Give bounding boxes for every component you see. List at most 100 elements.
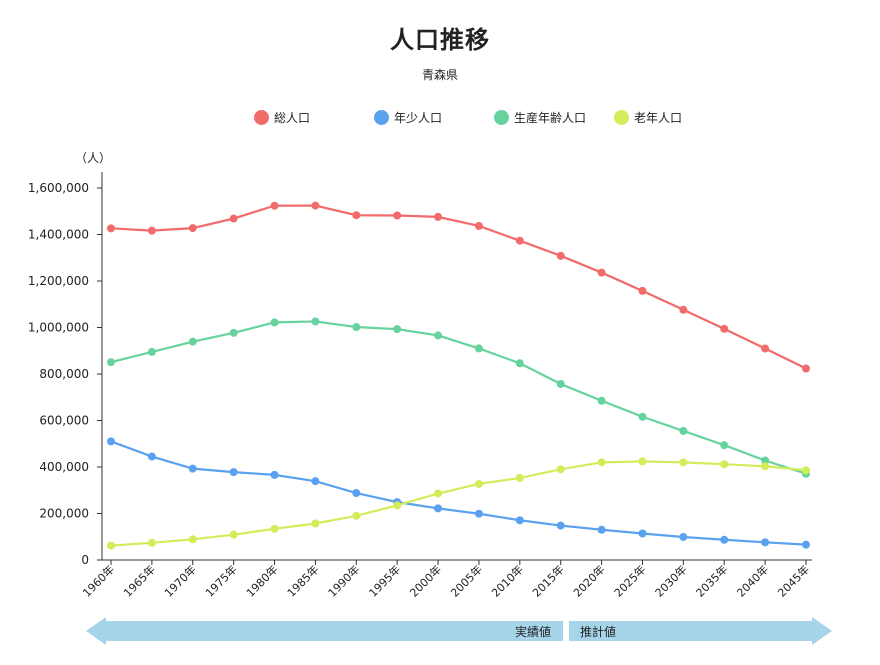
- data-point-elderly[interactable]: [270, 524, 279, 533]
- data-point-youth[interactable]: [638, 529, 647, 538]
- data-point-elderly[interactable]: [474, 479, 483, 488]
- data-point-working[interactable]: [761, 456, 770, 465]
- data-point-youth[interactable]: [147, 452, 156, 461]
- data-point-working[interactable]: [393, 325, 402, 334]
- data-point-working[interactable]: [352, 323, 361, 332]
- legend-label-youth: 年少人口: [394, 111, 443, 125]
- data-point-working[interactable]: [515, 359, 524, 368]
- data-point-working[interactable]: [638, 412, 647, 421]
- data-point-youth[interactable]: [515, 516, 524, 525]
- data-point-elderly[interactable]: [107, 541, 115, 550]
- x-tick-label: 2040年: [734, 562, 771, 599]
- legend-label-total: 総人口: [274, 111, 311, 125]
- data-point-total[interactable]: [638, 286, 647, 295]
- data-point-total[interactable]: [434, 212, 443, 221]
- series-line-working: [110, 320, 807, 475]
- data-point-total[interactable]: [679, 305, 688, 314]
- data-point-youth[interactable]: [761, 538, 770, 547]
- data-point-youth[interactable]: [188, 464, 197, 473]
- data-point-working[interactable]: [270, 318, 279, 327]
- data-point-elderly[interactable]: [597, 458, 606, 467]
- data-point-youth[interactable]: [270, 470, 279, 479]
- data-point-elderly[interactable]: [802, 466, 810, 475]
- data-point-working[interactable]: [720, 441, 729, 450]
- data-point-working[interactable]: [434, 331, 443, 340]
- data-point-elderly[interactable]: [679, 458, 688, 467]
- legend-item-total[interactable]: 総人口: [254, 109, 310, 126]
- legend-item-elderly[interactable]: 老年人口: [614, 109, 682, 126]
- data-point-youth[interactable]: [720, 535, 729, 544]
- data-point-total[interactable]: [761, 344, 770, 353]
- x-tick-label: 2010年: [488, 562, 525, 599]
- x-tick-label: 1965年: [121, 562, 158, 599]
- data-point-elderly[interactable]: [434, 489, 443, 498]
- series-line-youth: [110, 440, 807, 546]
- series-layer: [107, 201, 810, 550]
- data-point-youth[interactable]: [802, 540, 810, 549]
- data-point-working[interactable]: [474, 344, 483, 353]
- data-point-youth[interactable]: [474, 509, 483, 518]
- axes: 0 200,000 400,000 600,000 800,000 1,000,000 1,…: [28, 172, 812, 600]
- data-point-youth[interactable]: [434, 504, 443, 513]
- data-point-elderly[interactable]: [638, 457, 647, 466]
- data-point-total[interactable]: [147, 226, 156, 235]
- series-working: [107, 317, 810, 478]
- data-point-youth[interactable]: [311, 477, 320, 486]
- data-point-youth[interactable]: [556, 521, 565, 530]
- data-point-total[interactable]: [229, 214, 238, 223]
- series-elderly: [107, 457, 810, 550]
- data-point-working[interactable]: [311, 317, 320, 326]
- data-point-total[interactable]: [352, 211, 361, 220]
- chart-subtitle: 青森県: [421, 68, 458, 82]
- data-point-youth[interactable]: [107, 437, 115, 446]
- data-point-youth[interactable]: [352, 489, 361, 498]
- x-tick-label: 2030年: [652, 562, 689, 599]
- data-point-working[interactable]: [556, 379, 565, 388]
- data-point-total[interactable]: [515, 236, 524, 245]
- y-axis-unit: （人）: [75, 151, 111, 165]
- data-point-working[interactable]: [229, 328, 238, 337]
- data-point-elderly[interactable]: [761, 462, 770, 471]
- data-point-elderly[interactable]: [311, 519, 320, 528]
- data-point-total[interactable]: [720, 324, 729, 333]
- x-tick-label: 2005年: [448, 562, 485, 599]
- data-point-total[interactable]: [556, 251, 565, 260]
- legend-item-working[interactable]: 生産年齢人口: [494, 109, 586, 126]
- y-tick-label: 600,000: [39, 414, 89, 428]
- data-point-total[interactable]: [311, 201, 320, 210]
- data-point-working[interactable]: [597, 396, 606, 405]
- y-tick-label: 400,000: [39, 460, 89, 474]
- legend-marker-elderly: [614, 110, 629, 125]
- data-point-total[interactable]: [393, 211, 402, 220]
- data-point-elderly[interactable]: [188, 535, 197, 544]
- data-point-elderly[interactable]: [556, 465, 565, 474]
- data-point-youth[interactable]: [679, 532, 688, 541]
- data-point-youth[interactable]: [229, 468, 238, 477]
- legend-item-youth[interactable]: 年少人口: [374, 109, 442, 126]
- data-point-total[interactable]: [597, 268, 606, 277]
- data-point-working[interactable]: [188, 337, 197, 346]
- data-point-youth[interactable]: [597, 525, 606, 534]
- data-point-total[interactable]: [270, 201, 279, 210]
- data-point-elderly[interactable]: [515, 473, 524, 482]
- data-point-elderly[interactable]: [352, 511, 361, 520]
- y-tick-label: 1,400,000: [28, 228, 89, 242]
- data-point-working[interactable]: [147, 347, 156, 356]
- series-line-total: [110, 204, 807, 370]
- data-point-elderly[interactable]: [393, 501, 402, 510]
- x-tick-label: 1995年: [366, 562, 403, 599]
- data-point-working[interactable]: [107, 358, 115, 367]
- x-tick-label: 1970年: [161, 562, 198, 599]
- data-point-total[interactable]: [802, 364, 810, 373]
- data-point-total[interactable]: [474, 221, 483, 230]
- data-point-total[interactable]: [188, 224, 197, 233]
- data-point-elderly[interactable]: [229, 530, 238, 539]
- data-point-elderly[interactable]: [720, 460, 729, 469]
- data-point-total[interactable]: [107, 224, 115, 233]
- data-point-working[interactable]: [679, 426, 688, 435]
- x-tick-label: 2025年: [611, 562, 648, 599]
- data-point-elderly[interactable]: [147, 538, 156, 547]
- x-tick-label: 1975年: [202, 562, 239, 599]
